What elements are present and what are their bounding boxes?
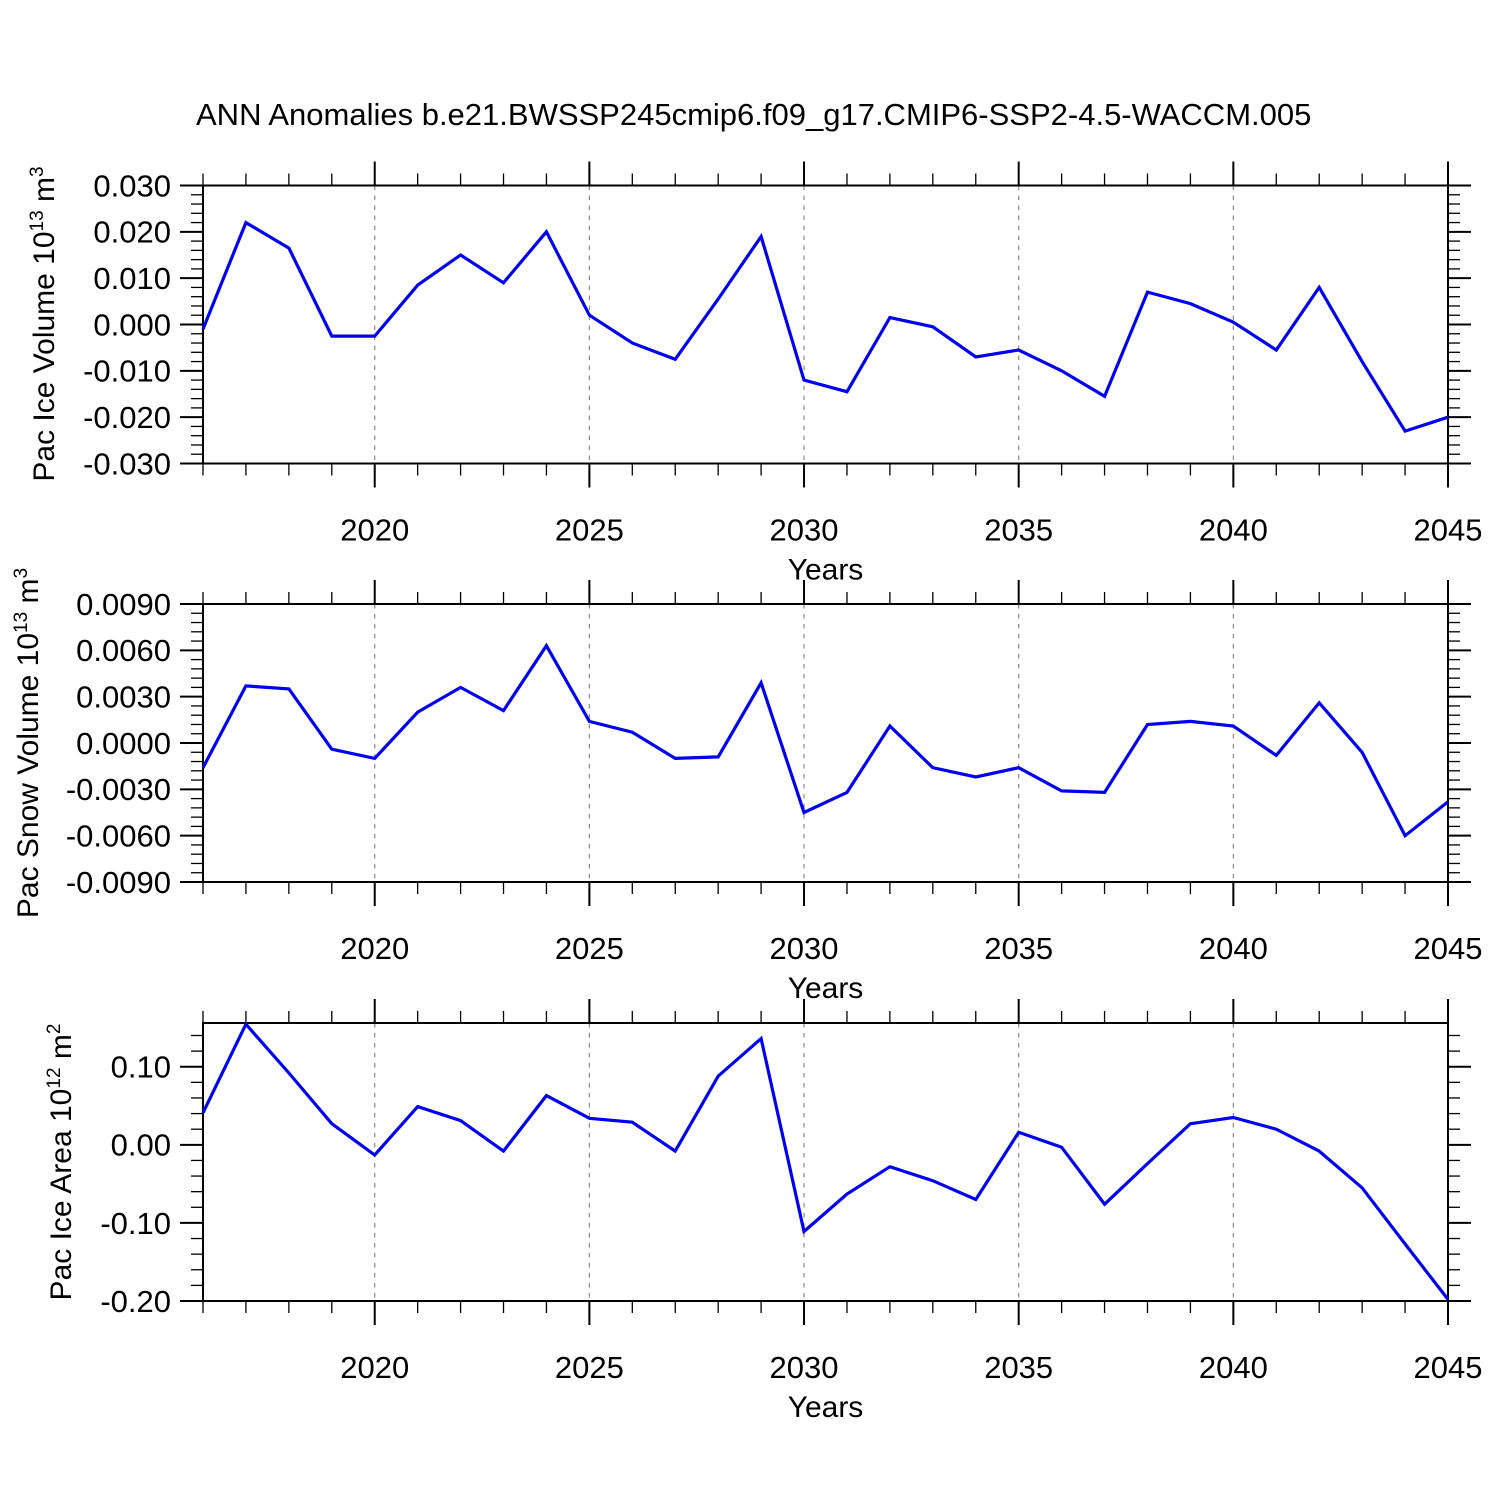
x-tick-label: 2045 — [1414, 1350, 1483, 1385]
y-tick-label: -0.0060 — [66, 819, 171, 854]
y-tick-label: 0.0060 — [76, 633, 171, 668]
x-tick-label: 2035 — [984, 513, 1053, 548]
x-tick-label: 2030 — [770, 931, 839, 966]
y-tick-label: 0.00 — [111, 1128, 171, 1163]
x-tick-label: 2040 — [1199, 931, 1268, 966]
y-tick-label: -0.0030 — [66, 772, 171, 807]
y-tick-label: -0.20 — [100, 1284, 171, 1319]
y-tick-label: 0.010 — [93, 261, 171, 296]
y-tick-label: 0.10 — [111, 1050, 171, 1085]
x-tick-label: 2025 — [555, 513, 624, 548]
x-axis-title: Years — [788, 554, 864, 587]
figure-title: ANN Anomalies b.e21.BWSSP245cmip6.f09_g1… — [196, 97, 1312, 132]
y-tick-label: 0.020 — [93, 215, 171, 250]
x-tick-label: 2040 — [1199, 513, 1268, 548]
x-tick-label: 2025 — [555, 931, 624, 966]
x-tick-label: 2035 — [984, 931, 1053, 966]
panel-border — [202, 1022, 1449, 1302]
y-tick-label: -0.020 — [83, 400, 171, 435]
x-tick-label: 2045 — [1414, 513, 1483, 548]
y-tick-label: 0.0000 — [76, 726, 171, 761]
series-line-pac-ice-volume — [201, 220, 1449, 434]
y-tick-label: -0.0090 — [66, 865, 171, 900]
panel-pac-ice-volume: -0.030 -0.020 -0.010 0.000 0.010 0.020 0.030 20… — [83, 161, 1483, 587]
y-tick-label: -0.030 — [83, 446, 171, 481]
panel-pac-ice-area: -0.20 -0.10 0.00 0.10 2020 2025 2030 2035 2040 20… — [100, 999, 1482, 1424]
y-tick-label: 0.000 — [93, 307, 171, 342]
x-tick-label: 2020 — [340, 1350, 409, 1385]
y-tick-label: 0.030 — [93, 168, 171, 203]
series-line-pac-ice-area — [201, 1021, 1450, 1301]
y-tick-label: 0.0030 — [76, 680, 171, 715]
x-tick-label: 2025 — [555, 1350, 624, 1385]
x-tick-label: 2035 — [984, 1350, 1053, 1385]
x-axis-title: Years — [788, 1391, 864, 1424]
x-tick-label: 2020 — [340, 931, 409, 966]
x-axis-title: Years — [788, 972, 864, 1005]
series-line-pac-snow-volume — [201, 642, 1449, 839]
panel-pac-snow-volume: -0.0090 -0.0060 -0.0030 0.0000 0.0030 0.0060 0… — [66, 580, 1483, 1005]
x-tick-label: 2030 — [770, 513, 839, 548]
x-tick-label: 2040 — [1199, 1350, 1268, 1385]
x-tick-label: 2045 — [1414, 931, 1483, 966]
x-tick-label: 2030 — [770, 1350, 839, 1385]
x-tick-label: 2020 — [340, 513, 409, 548]
panel-border — [202, 184, 1449, 465]
y-tick-label: -0.010 — [83, 354, 171, 389]
y-tick-label: 0.0090 — [76, 587, 171, 622]
y-tick-label: -0.10 — [100, 1206, 171, 1241]
